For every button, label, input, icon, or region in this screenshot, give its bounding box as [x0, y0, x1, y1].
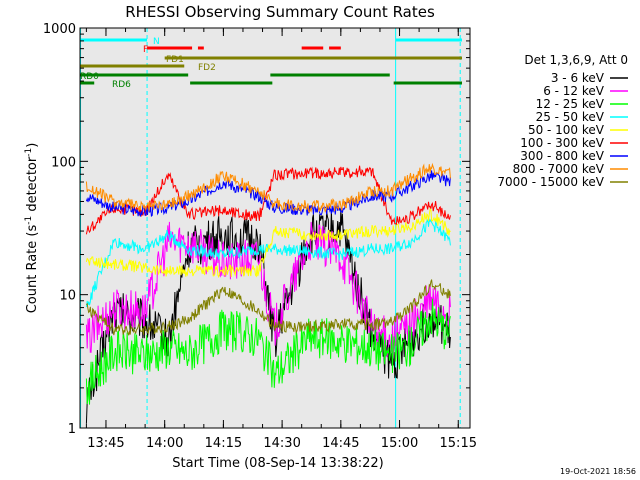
series-lines — [85, 162, 451, 424]
state-bar-label: FD1 — [166, 55, 184, 65]
y-tick-label: 10 — [59, 289, 76, 304]
state-bar-segment — [395, 38, 462, 42]
chart-title: RHESSI Observing Summary Count Rates — [125, 3, 435, 21]
plot-area — [80, 28, 470, 428]
x-tick-label: 14:15 — [205, 436, 242, 451]
legend-entry-label: 50 - 100 keV — [528, 123, 605, 137]
y-axis-label: Count Rate (s-1 detector-1) — [24, 143, 40, 314]
state-bar-segment — [147, 46, 193, 50]
series-line-0 — [85, 208, 451, 424]
x-tick-label: 14:00 — [146, 436, 183, 451]
series-line-7 — [85, 162, 451, 214]
legend-entry-label: 25 - 50 keV — [536, 110, 605, 124]
legend-entry-label: 6 - 12 keV — [543, 84, 605, 98]
y-axis-label-main: Count Rate (s — [25, 225, 40, 314]
legend-header: Det 1,3,6,9, Att 0 — [524, 53, 628, 67]
legend-entry-label: 3 - 6 keV — [551, 71, 605, 85]
series-line-3 — [85, 217, 451, 307]
state-bar-label: RD6 — [112, 80, 131, 90]
y-tick-label: 1 — [68, 422, 76, 437]
state-bar-label: N — [153, 37, 160, 47]
state-bar-label: FD2 — [198, 63, 216, 73]
series-line-2 — [85, 298, 451, 405]
x-axis-ticks: 13:45 14:00 14:15 14:30 14:45 15:00 15:15 — [85, 28, 477, 451]
state-bars: NF FD1 FD2 RD0 RD6 — [80, 37, 463, 90]
legend-entry-label: 100 - 300 keV — [520, 136, 604, 150]
y-axis-label-mid: detector — [25, 156, 40, 216]
x-tick-label: 14:45 — [322, 436, 359, 451]
state-bar-segment — [164, 56, 463, 60]
x-tick-label: 15:15 — [440, 436, 477, 451]
date-stamp: 19-Oct-2021 18:56 — [560, 467, 636, 476]
x-tick-label: 15:00 — [381, 436, 418, 451]
state-bar-segment — [190, 81, 273, 85]
y-tick-label: 100 — [51, 155, 76, 170]
state-bar-segment — [393, 81, 462, 85]
state-bar-segment — [80, 73, 189, 77]
y-tick-label: 1000 — [43, 22, 76, 37]
state-bar-segment — [80, 81, 95, 85]
x-tick-label: 13:45 — [87, 436, 124, 451]
y-axis-label-exp2: -1 — [24, 148, 34, 157]
x-axis-label: Start Time (08-Sep-14 13:38:22) — [172, 456, 383, 471]
legend-entry-label: 800 - 7000 keV — [513, 162, 605, 176]
state-bar-segment — [270, 73, 390, 77]
y-axis-label-exp1: -1 — [24, 216, 34, 225]
plot-frame — [79, 27, 471, 429]
y-axis-label-close: ) — [25, 143, 40, 148]
state-bar-segment — [301, 46, 324, 50]
legend-entry-label: 12 - 25 keV — [536, 97, 605, 111]
legend-entry-label: 300 - 800 keV — [520, 149, 604, 163]
state-bar-segment — [80, 64, 185, 68]
series-line-8 — [86, 279, 451, 336]
state-bar-segment — [329, 46, 341, 50]
state-bar-label: F — [143, 45, 148, 55]
legend-entry-label: 7000 - 15000 keV — [497, 175, 604, 189]
state-bar-segment — [80, 38, 148, 42]
series-line-4 — [85, 208, 451, 279]
y-axis-ticks: 1 10 100 1000 — [43, 22, 470, 437]
x-tick-label: 14:30 — [263, 436, 300, 451]
state-bar-segment — [197, 46, 204, 50]
state-bar-label: RD0 — [80, 72, 99, 82]
